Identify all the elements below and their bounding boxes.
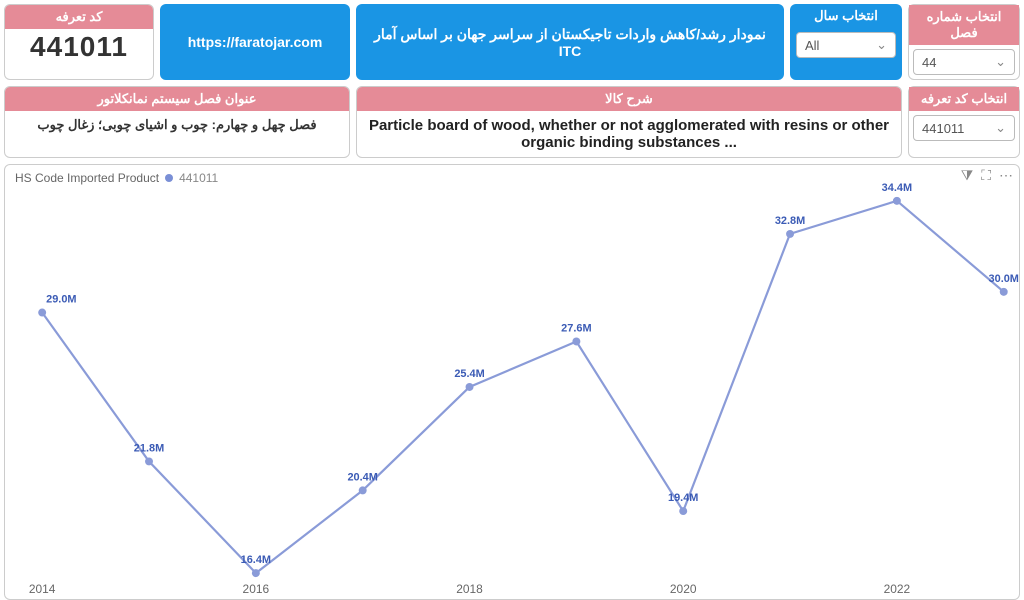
- top-row: کد تعرفه 441011 https://faratojar.com نم…: [4, 4, 1020, 80]
- chapter-select[interactable]: 44 ⌄: [913, 49, 1015, 75]
- tariff-selector-label: انتخاب کد تعرفه: [909, 87, 1019, 111]
- svg-text:19.4M: 19.4M: [668, 492, 698, 504]
- year-select[interactable]: All ⌄: [796, 32, 896, 58]
- svg-text:2014: 2014: [29, 582, 56, 596]
- svg-text:27.6M: 27.6M: [561, 323, 591, 335]
- year-selector: انتخاب سال All ⌄: [790, 4, 902, 80]
- description-card: شرح کالا Particle board of wood, whether…: [356, 86, 902, 158]
- chapter-selector: انتخاب شماره فصل 44 ⌄: [908, 4, 1020, 80]
- svg-text:2016: 2016: [243, 582, 270, 596]
- nomenclature-header: عنوان فصل سیستم نمانکلاتور: [5, 87, 349, 111]
- description-header: شرح کالا: [357, 87, 901, 111]
- chart-title: نمودار رشد/کاهش واردات تاجیکستان از سراس…: [356, 4, 784, 80]
- svg-text:20.4M: 20.4M: [347, 471, 377, 483]
- chapter-select-value: 44: [922, 55, 936, 70]
- source-url[interactable]: https://faratojar.com: [160, 4, 350, 80]
- line-chart: 29.0M 21.8M 16.4M 20.4M 25.4M 27.6M 19.4M 32.8M…: [5, 165, 1019, 599]
- svg-text:2022: 2022: [884, 582, 911, 596]
- svg-text:29.0M: 29.0M: [46, 294, 76, 306]
- svg-text:30.0M: 30.0M: [989, 273, 1019, 285]
- chevron-down-icon: ⌄: [876, 37, 887, 53]
- svg-text:25.4M: 25.4M: [454, 368, 484, 380]
- year-selector-label: انتخاب سال: [792, 6, 900, 28]
- svg-text:2020: 2020: [670, 582, 697, 596]
- hs-code-header: کد تعرفه: [5, 5, 153, 29]
- svg-text:16.4M: 16.4M: [241, 554, 271, 566]
- svg-text:21.8M: 21.8M: [134, 442, 164, 454]
- nomenclature-card: عنوان فصل سیستم نمانکلاتور فصل چهل و چها…: [4, 86, 350, 158]
- nomenclature-text: فصل چهل و چهارم: چوب و اشیای چوبی؛ زغال …: [5, 111, 349, 139]
- mid-row: عنوان فصل سیستم نمانکلاتور فصل چهل و چها…: [4, 86, 1020, 158]
- chapter-selector-label: انتخاب شماره فصل: [909, 5, 1019, 45]
- svg-text:34.4M: 34.4M: [882, 182, 912, 194]
- chart-panel: ⧩ ⛶ ⋯ HS Code Imported Product 441011 29…: [4, 164, 1020, 600]
- svg-text:32.8M: 32.8M: [775, 215, 805, 227]
- tariff-select[interactable]: 441011 ⌄: [913, 115, 1015, 141]
- description-text: Particle board of wood, whether or not a…: [357, 111, 901, 157]
- hs-code-card: کد تعرفه 441011: [4, 4, 154, 80]
- year-select-value: All: [805, 38, 819, 53]
- tariff-selector: انتخاب کد تعرفه 441011 ⌄: [908, 86, 1020, 158]
- chevron-down-icon: ⌄: [995, 54, 1006, 70]
- hs-code-value: 441011: [5, 29, 153, 69]
- chevron-down-icon: ⌄: [995, 120, 1006, 136]
- tariff-select-value: 441011: [922, 121, 964, 136]
- svg-text:2018: 2018: [456, 582, 483, 596]
